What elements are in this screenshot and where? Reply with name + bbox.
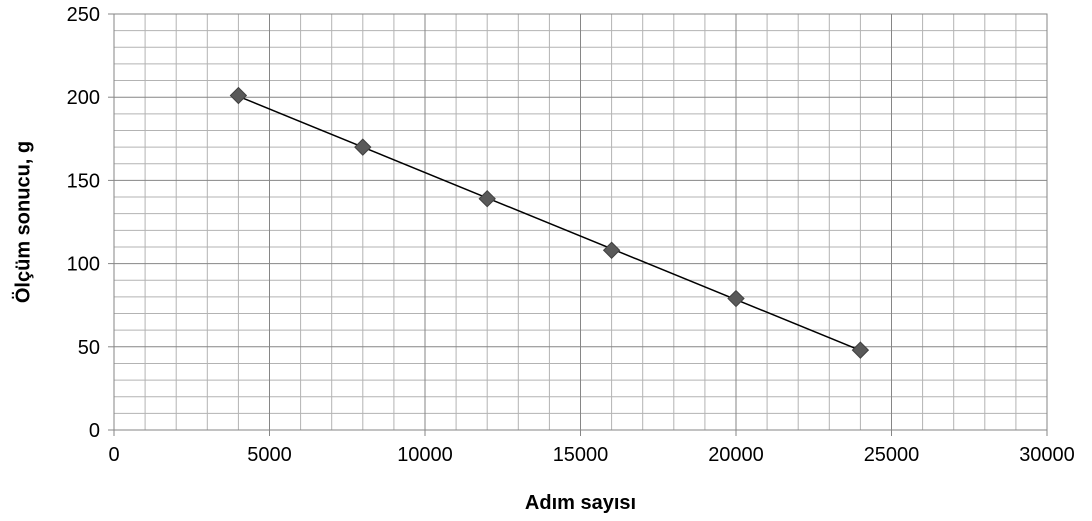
y-axis-title: Ölçüm sonucu, g bbox=[11, 141, 34, 303]
x-tick-label: 10000 bbox=[397, 444, 453, 466]
x-tick-label: 25000 bbox=[864, 444, 920, 466]
data-markers bbox=[229, 86, 870, 359]
y-tick-label: 150 bbox=[67, 170, 100, 192]
x-axis-title: Adım sayısı bbox=[525, 492, 636, 514]
y-tick-label: 0 bbox=[89, 420, 100, 442]
x-axis-ticks: 0 5000 10000 15000 20000 25000 30000 bbox=[108, 430, 1075, 466]
x-tick-label: 30000 bbox=[1019, 444, 1075, 466]
data-point-marker bbox=[727, 289, 745, 308]
data-point-marker bbox=[354, 138, 372, 156]
data-point-marker bbox=[229, 86, 248, 105]
y-tick-label: 200 bbox=[67, 87, 100, 109]
y-tick-label: 250 bbox=[67, 4, 100, 26]
x-tick-label: 5000 bbox=[247, 444, 292, 466]
major-gridlines bbox=[114, 13, 1048, 430]
y-tick-label: 50 bbox=[78, 337, 100, 359]
data-point-marker bbox=[851, 341, 870, 359]
x-tick-label: 15000 bbox=[553, 444, 609, 466]
linear-trendline bbox=[238, 95, 861, 352]
x-tick-label: 20000 bbox=[708, 444, 764, 466]
data-point-marker bbox=[478, 189, 496, 208]
data-point-marker bbox=[602, 241, 621, 259]
x-tick-label: 0 bbox=[108, 444, 119, 466]
y-tick-label: 100 bbox=[67, 254, 100, 276]
y-axis-ticks: 0 50 100 150 200 250 bbox=[67, 4, 114, 442]
trendlines bbox=[238, 95, 861, 352]
